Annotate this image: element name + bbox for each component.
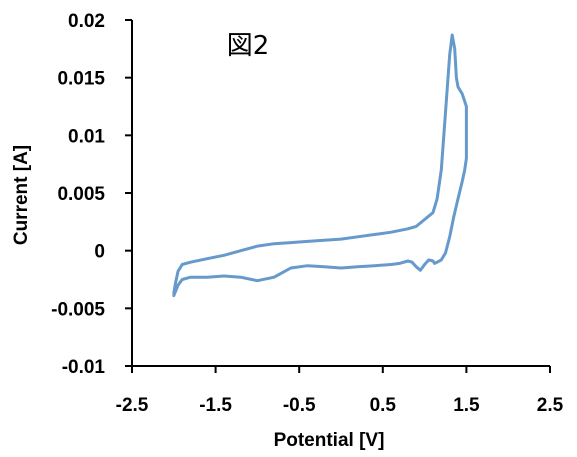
y-tick-label: -0.01 — [62, 357, 106, 378]
chart-title: 図2 — [227, 31, 270, 61]
cv-curve-line — [172, 33, 468, 298]
y-ticks: 0.02 0.015 0.01 0.005 0 -0.005 -0.01 — [51, 11, 132, 378]
y-tick-label: 0 — [94, 242, 105, 263]
y-axis-title: Current [A] — [11, 145, 32, 245]
x-tick-label: 2.5 — [537, 395, 564, 416]
y-tick-label: 0.01 — [68, 126, 105, 147]
y-tick-label: -0.005 — [51, 299, 105, 320]
x-axis-title: Potential [V] — [274, 430, 385, 451]
x-tick-label: -1.5 — [199, 395, 232, 416]
y-tick-label: 0.015 — [57, 69, 105, 90]
x-tick-label: -2.5 — [116, 395, 149, 416]
axes — [131, 20, 550, 367]
x-ticks: -2.5 -1.5 -0.5 0.5 1.5 2.5 — [116, 366, 564, 416]
x-tick-label: 1.5 — [453, 395, 480, 416]
series-layer — [172, 33, 468, 298]
x-tick-label: 0.5 — [370, 395, 397, 416]
x-tick-label: -0.5 — [283, 395, 316, 416]
y-tick-label: 0.005 — [57, 184, 105, 205]
y-tick-label: 0.02 — [68, 11, 105, 32]
